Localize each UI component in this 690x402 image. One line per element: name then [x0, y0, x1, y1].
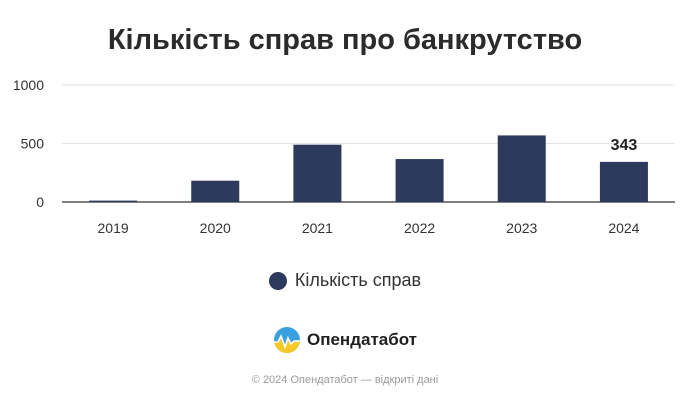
- x-tick-label: 2020: [200, 220, 231, 236]
- bar-2023: [497, 135, 546, 202]
- x-tick-label: 2019: [98, 220, 129, 236]
- y-tick-label: 0: [36, 194, 44, 210]
- bar-2022: [395, 159, 444, 202]
- brand-name: Опендатабот: [306, 330, 418, 349]
- y-tick-label: 1000: [13, 77, 44, 93]
- bar-2020: [191, 180, 240, 202]
- legend-label: Кількість справ: [294, 270, 422, 290]
- x-tick-label: 2022: [404, 220, 435, 236]
- legend-swatch: [268, 271, 287, 290]
- x-tick-label: 2024: [608, 220, 639, 236]
- legend: Кількість справ: [0, 270, 690, 291]
- bar-chart: 0 500 1000 2019 2020 2021 2022 2023 2024 343: [13, 77, 675, 236]
- chart-title: Кількість справ про банкрутство: [107, 24, 583, 56]
- bar-2019: [89, 200, 138, 202]
- y-tick-label: 500: [21, 136, 45, 152]
- x-tick-label: 2021: [302, 220, 333, 236]
- opendatabot-logo-icon: [273, 327, 300, 353]
- bar-2024: [599, 161, 648, 202]
- x-tick-label: 2023: [506, 220, 537, 236]
- copyright: © 2024 Опендатабот — відкриті дані: [251, 374, 439, 386]
- bar-2021: [293, 144, 342, 202]
- data-label-2024: 343: [611, 137, 638, 154]
- brand: Опендатабот: [0, 326, 690, 354]
